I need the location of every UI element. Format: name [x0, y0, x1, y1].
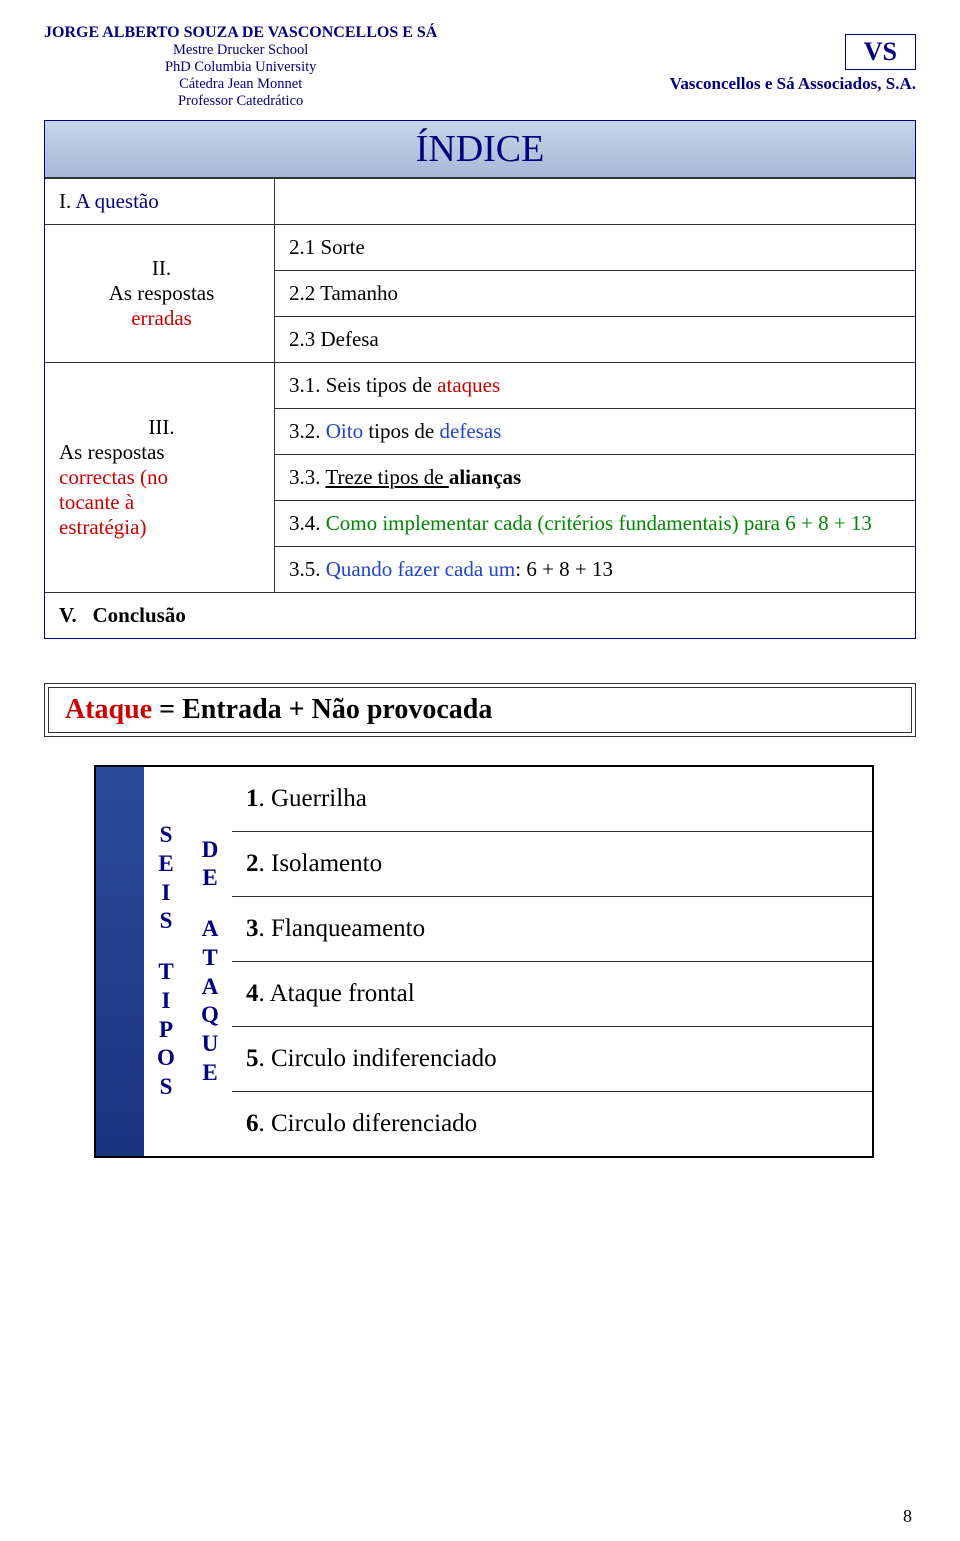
- r31b: ataques: [437, 373, 500, 397]
- credential-1: Mestre Drucker School: [44, 42, 437, 59]
- r31a: 3.1. Seis tipos de: [289, 373, 437, 397]
- t1: . Guerrilha: [259, 785, 367, 812]
- row-35: 3.5. Quando fazer cada um: 6 + 8 + 13: [275, 547, 915, 593]
- ii-l1: As respostas: [109, 281, 215, 305]
- roman-i: I.: [59, 189, 71, 213]
- seis-list-col: 1. Guerrilha 2. Isolamento 3. Flanqueame…: [232, 767, 872, 1156]
- indice-title: ÍNDICE: [45, 121, 915, 178]
- roman-iii: III.: [148, 415, 174, 439]
- vs-logo: VS: [845, 34, 916, 70]
- row-21: 2.1 Sorte: [275, 225, 915, 271]
- seis-tipos-wrap: S E I S T I P O S D E A T A Q U E 1. Gue…: [94, 765, 874, 1158]
- indice-table: ÍNDICE I. A questão II. As respostas err…: [44, 120, 916, 639]
- r33a: 3.3.: [289, 465, 325, 489]
- iii-estrategia: estratégia): [59, 515, 146, 539]
- r34a: 3.4.: [289, 511, 326, 535]
- iii-l1: As respostas: [59, 440, 165, 464]
- r32c: tipos de: [368, 419, 439, 443]
- label-conclusao: Conclusão: [92, 603, 185, 627]
- r35b: Quando fazer cada um: [326, 557, 515, 581]
- page-number: 8: [903, 1506, 912, 1527]
- seis-row-1: 1. Guerrilha: [232, 767, 872, 832]
- n6: 6: [246, 1110, 259, 1137]
- seis-row-4: 4. Ataque frontal: [232, 962, 872, 1027]
- blue-bar: [96, 767, 144, 1156]
- credential-2: PhD Columbia University: [44, 59, 437, 76]
- r35c: : 6 + 8 + 13: [515, 557, 613, 581]
- indice-i-right: [275, 178, 915, 225]
- roman-v: V.: [59, 603, 77, 627]
- r34b: Como implementar cada (critérios fundame…: [326, 511, 872, 535]
- seis-row-3: 3. Flanqueamento: [232, 897, 872, 962]
- n5: 5: [246, 1045, 259, 1072]
- n3: 3: [246, 915, 259, 942]
- vert-seis: S E I S: [146, 821, 186, 936]
- r35a: 3.5.: [289, 557, 326, 581]
- seis-row-5: 5. Circulo indiferenciado: [232, 1027, 872, 1092]
- credential-3: Cátedra Jean Monnet: [44, 76, 437, 93]
- indice-section-i: I. A questão: [45, 178, 275, 225]
- indice-section-v: V. Conclusão: [45, 593, 915, 638]
- header-left: JORGE ALBERTO SOUZA DE VASCONCELLOS E SÁ…: [44, 24, 437, 110]
- seis-row-6: 6. Circulo diferenciado: [232, 1092, 872, 1156]
- indice-section-ii: II. As respostas erradas: [45, 225, 275, 363]
- ataque-box: Ataque = Entrada + Não provocada: [44, 683, 916, 737]
- r32b: Oito: [326, 419, 369, 443]
- r32d: defesas: [440, 419, 502, 443]
- seis-inner-table: 1. Guerrilha 2. Isolamento 3. Flanqueame…: [232, 767, 872, 1156]
- t5: . Circulo indiferenciado: [259, 1045, 497, 1072]
- ataque-word: Ataque: [65, 694, 152, 725]
- ataque-box-inner: Ataque = Entrada + Não provocada: [48, 687, 912, 733]
- row-33: 3.3. Treze tipos de alianças: [275, 455, 915, 501]
- vert-tipos: T I P O S: [146, 958, 186, 1102]
- row-23: 2.3 Defesa: [275, 317, 915, 363]
- label-questao: A questão: [75, 189, 158, 213]
- t6: . Circulo diferenciado: [259, 1110, 478, 1137]
- r33b: Treze tipos de: [325, 465, 448, 489]
- vert-ataque: A T A Q U E: [190, 915, 230, 1088]
- vert-col-1: S E I S T I P O S: [144, 767, 188, 1156]
- ataque-rest: = Entrada + Não provocada: [152, 694, 492, 725]
- roman-ii: II.: [152, 256, 171, 280]
- n1: 1: [246, 785, 259, 812]
- iii-tocante: tocante à: [59, 490, 134, 514]
- n2: 2: [246, 850, 259, 877]
- header: JORGE ALBERTO SOUZA DE VASCONCELLOS E SÁ…: [44, 24, 916, 110]
- vert-de: D E: [190, 836, 230, 894]
- t4: . Ataque frontal: [259, 980, 415, 1007]
- company-name: Vasconcellos e Sá Associados, S.A.: [670, 74, 916, 94]
- vert-col-2: D E A T A Q U E: [188, 767, 232, 1156]
- n4: 4: [246, 980, 259, 1007]
- t2: . Isolamento: [259, 850, 383, 877]
- row-22: 2.2 Tamanho: [275, 271, 915, 317]
- header-right: VS Vasconcellos e Sá Associados, S.A.: [670, 34, 916, 94]
- row-32: 3.2. Oito tipos de defesas: [275, 409, 915, 455]
- author-name: JORGE ALBERTO SOUZA DE VASCONCELLOS E SÁ: [44, 24, 437, 42]
- seis-row-2: 2. Isolamento: [232, 832, 872, 897]
- credential-4: Professor Catedrático: [44, 93, 437, 110]
- indice-section-iii: III. As respostas correctas (no tocante …: [45, 363, 275, 593]
- t3: . Flanqueamento: [259, 915, 426, 942]
- row-34: 3.4. Como implementar cada (critérios fu…: [275, 501, 915, 547]
- ii-erradas: erradas: [131, 306, 192, 330]
- iii-correctas: correctas (no: [59, 465, 168, 489]
- row-31: 3.1. Seis tipos de ataques: [275, 363, 915, 409]
- seis-tipos-table: S E I S T I P O S D E A T A Q U E 1. Gue…: [94, 765, 874, 1158]
- r32a: 3.2.: [289, 419, 326, 443]
- r33c: alianças: [449, 465, 521, 489]
